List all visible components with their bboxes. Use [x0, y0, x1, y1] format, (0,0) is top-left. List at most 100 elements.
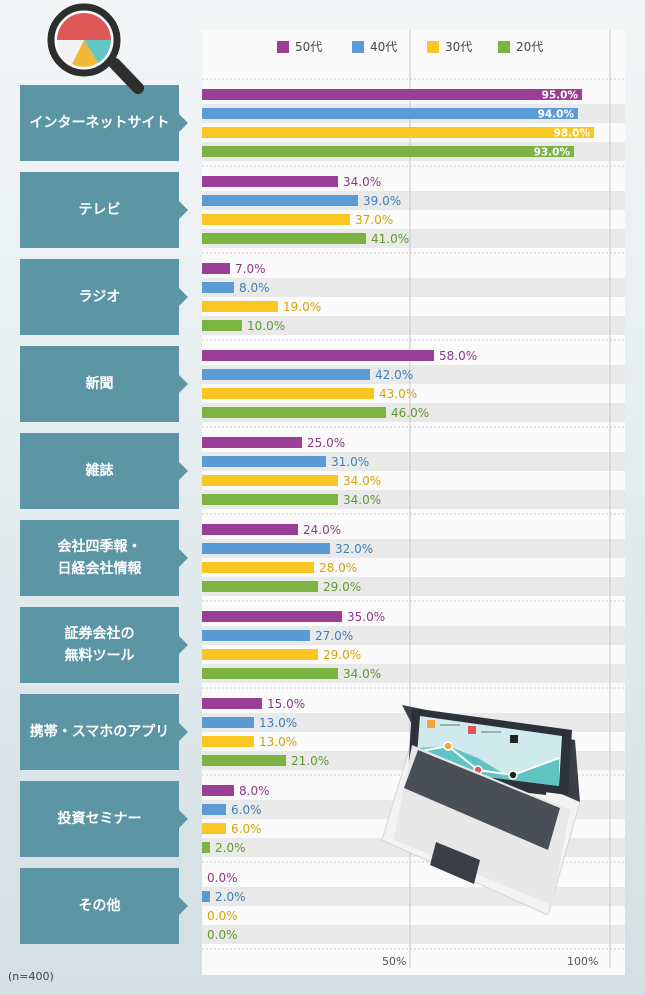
data-label: 13.0%: [259, 716, 297, 730]
data-label: 7.0%: [235, 262, 266, 276]
legend-item: 20代: [498, 38, 543, 55]
data-label: 29.0%: [323, 648, 361, 662]
bar: [202, 717, 254, 728]
legend-label: 40代: [370, 40, 398, 54]
bar: [202, 649, 318, 660]
category-label: ラジオ: [20, 259, 179, 335]
data-label: 2.0%: [215, 841, 246, 855]
bar: [202, 842, 210, 853]
data-label: 34.0%: [343, 175, 381, 189]
category-label: インターネットサイト: [20, 85, 179, 161]
data-label: 0.0%: [207, 928, 238, 942]
data-label: 43.0%: [379, 387, 417, 401]
bar: [202, 804, 226, 815]
bar: [202, 369, 370, 380]
data-label: 41.0%: [371, 232, 409, 246]
data-label: 98.0%: [554, 128, 591, 140]
bar: [202, 263, 230, 274]
data-label: 29.0%: [323, 580, 361, 594]
bar: [202, 146, 574, 157]
bar: [202, 630, 310, 641]
data-label: 2.0%: [215, 890, 246, 904]
row-stripe: [202, 278, 625, 297]
legend-label: 50代: [295, 40, 323, 54]
bar: [202, 127, 594, 138]
bar: [202, 823, 226, 834]
bar: [202, 562, 314, 573]
bar: [202, 891, 210, 902]
category-arrow: [179, 549, 188, 567]
data-label: 95.0%: [542, 90, 579, 102]
data-label: 93.0%: [534, 147, 571, 159]
data-label: 34.0%: [343, 493, 381, 507]
category-label: 携帯・スマホのアプリ: [20, 694, 179, 770]
category-label: テレビ: [20, 172, 179, 248]
bar: [202, 89, 582, 100]
bar: [202, 668, 338, 679]
category-label: 新聞: [20, 346, 179, 422]
legend-item: 50代: [277, 38, 322, 55]
bar: [202, 698, 262, 709]
data-label: 31.0%: [331, 455, 369, 469]
bar: [202, 407, 386, 418]
bar: [202, 233, 366, 244]
data-label: 24.0%: [303, 523, 341, 537]
data-label: 42.0%: [375, 368, 413, 382]
bar: [202, 282, 234, 293]
category-arrow: [179, 897, 188, 915]
category-arrow: [179, 114, 188, 132]
category-arrow: [179, 810, 188, 828]
category-label: 投資セミナー: [20, 781, 179, 857]
data-label: 58.0%: [439, 349, 477, 363]
data-label: 0.0%: [207, 871, 238, 885]
bar: [202, 456, 326, 467]
bar: [202, 176, 338, 187]
data-label: 25.0%: [307, 436, 345, 450]
data-label: 8.0%: [239, 784, 270, 798]
data-label: 19.0%: [283, 300, 321, 314]
data-label: 8.0%: [239, 281, 270, 295]
bar: [202, 388, 374, 399]
data-label: 46.0%: [391, 406, 429, 420]
data-label: 35.0%: [347, 610, 385, 624]
legend-item: 40代: [352, 38, 397, 55]
data-label: 94.0%: [538, 109, 575, 121]
bar: [202, 350, 434, 361]
category-arrow: [179, 723, 188, 741]
bar: [202, 301, 278, 312]
legend-swatch: [352, 40, 364, 53]
x-tick-50: 50%: [382, 955, 407, 968]
data-label: 34.0%: [343, 474, 381, 488]
legend-swatch: [277, 40, 289, 53]
data-label: 34.0%: [343, 667, 381, 681]
legend-item: 30代: [427, 38, 472, 55]
bar: [202, 437, 302, 448]
data-label: 0.0%: [207, 909, 238, 923]
data-label: 15.0%: [267, 697, 305, 711]
bar: [202, 785, 234, 796]
bar: [202, 195, 358, 206]
data-label: 6.0%: [231, 822, 262, 836]
row-stripe: [202, 925, 625, 944]
legend-swatch: [498, 40, 510, 53]
bar: [202, 475, 338, 486]
bar: [202, 543, 330, 554]
row-stripe: [202, 316, 625, 335]
data-label: 27.0%: [315, 629, 353, 643]
legend-label: 20代: [516, 40, 544, 54]
category-arrow: [179, 636, 188, 654]
data-label: 28.0%: [319, 561, 357, 575]
bar: [202, 755, 286, 766]
category-label: 雑誌: [20, 433, 179, 509]
legend-swatch: [427, 40, 439, 53]
sample-size-note: (n=400): [8, 970, 54, 983]
category-arrow: [179, 288, 188, 306]
bar: [202, 611, 342, 622]
data-label: 13.0%: [259, 735, 297, 749]
bar: [202, 214, 350, 225]
category-arrow: [179, 375, 188, 393]
data-label: 39.0%: [363, 194, 401, 208]
bar: [202, 581, 318, 592]
